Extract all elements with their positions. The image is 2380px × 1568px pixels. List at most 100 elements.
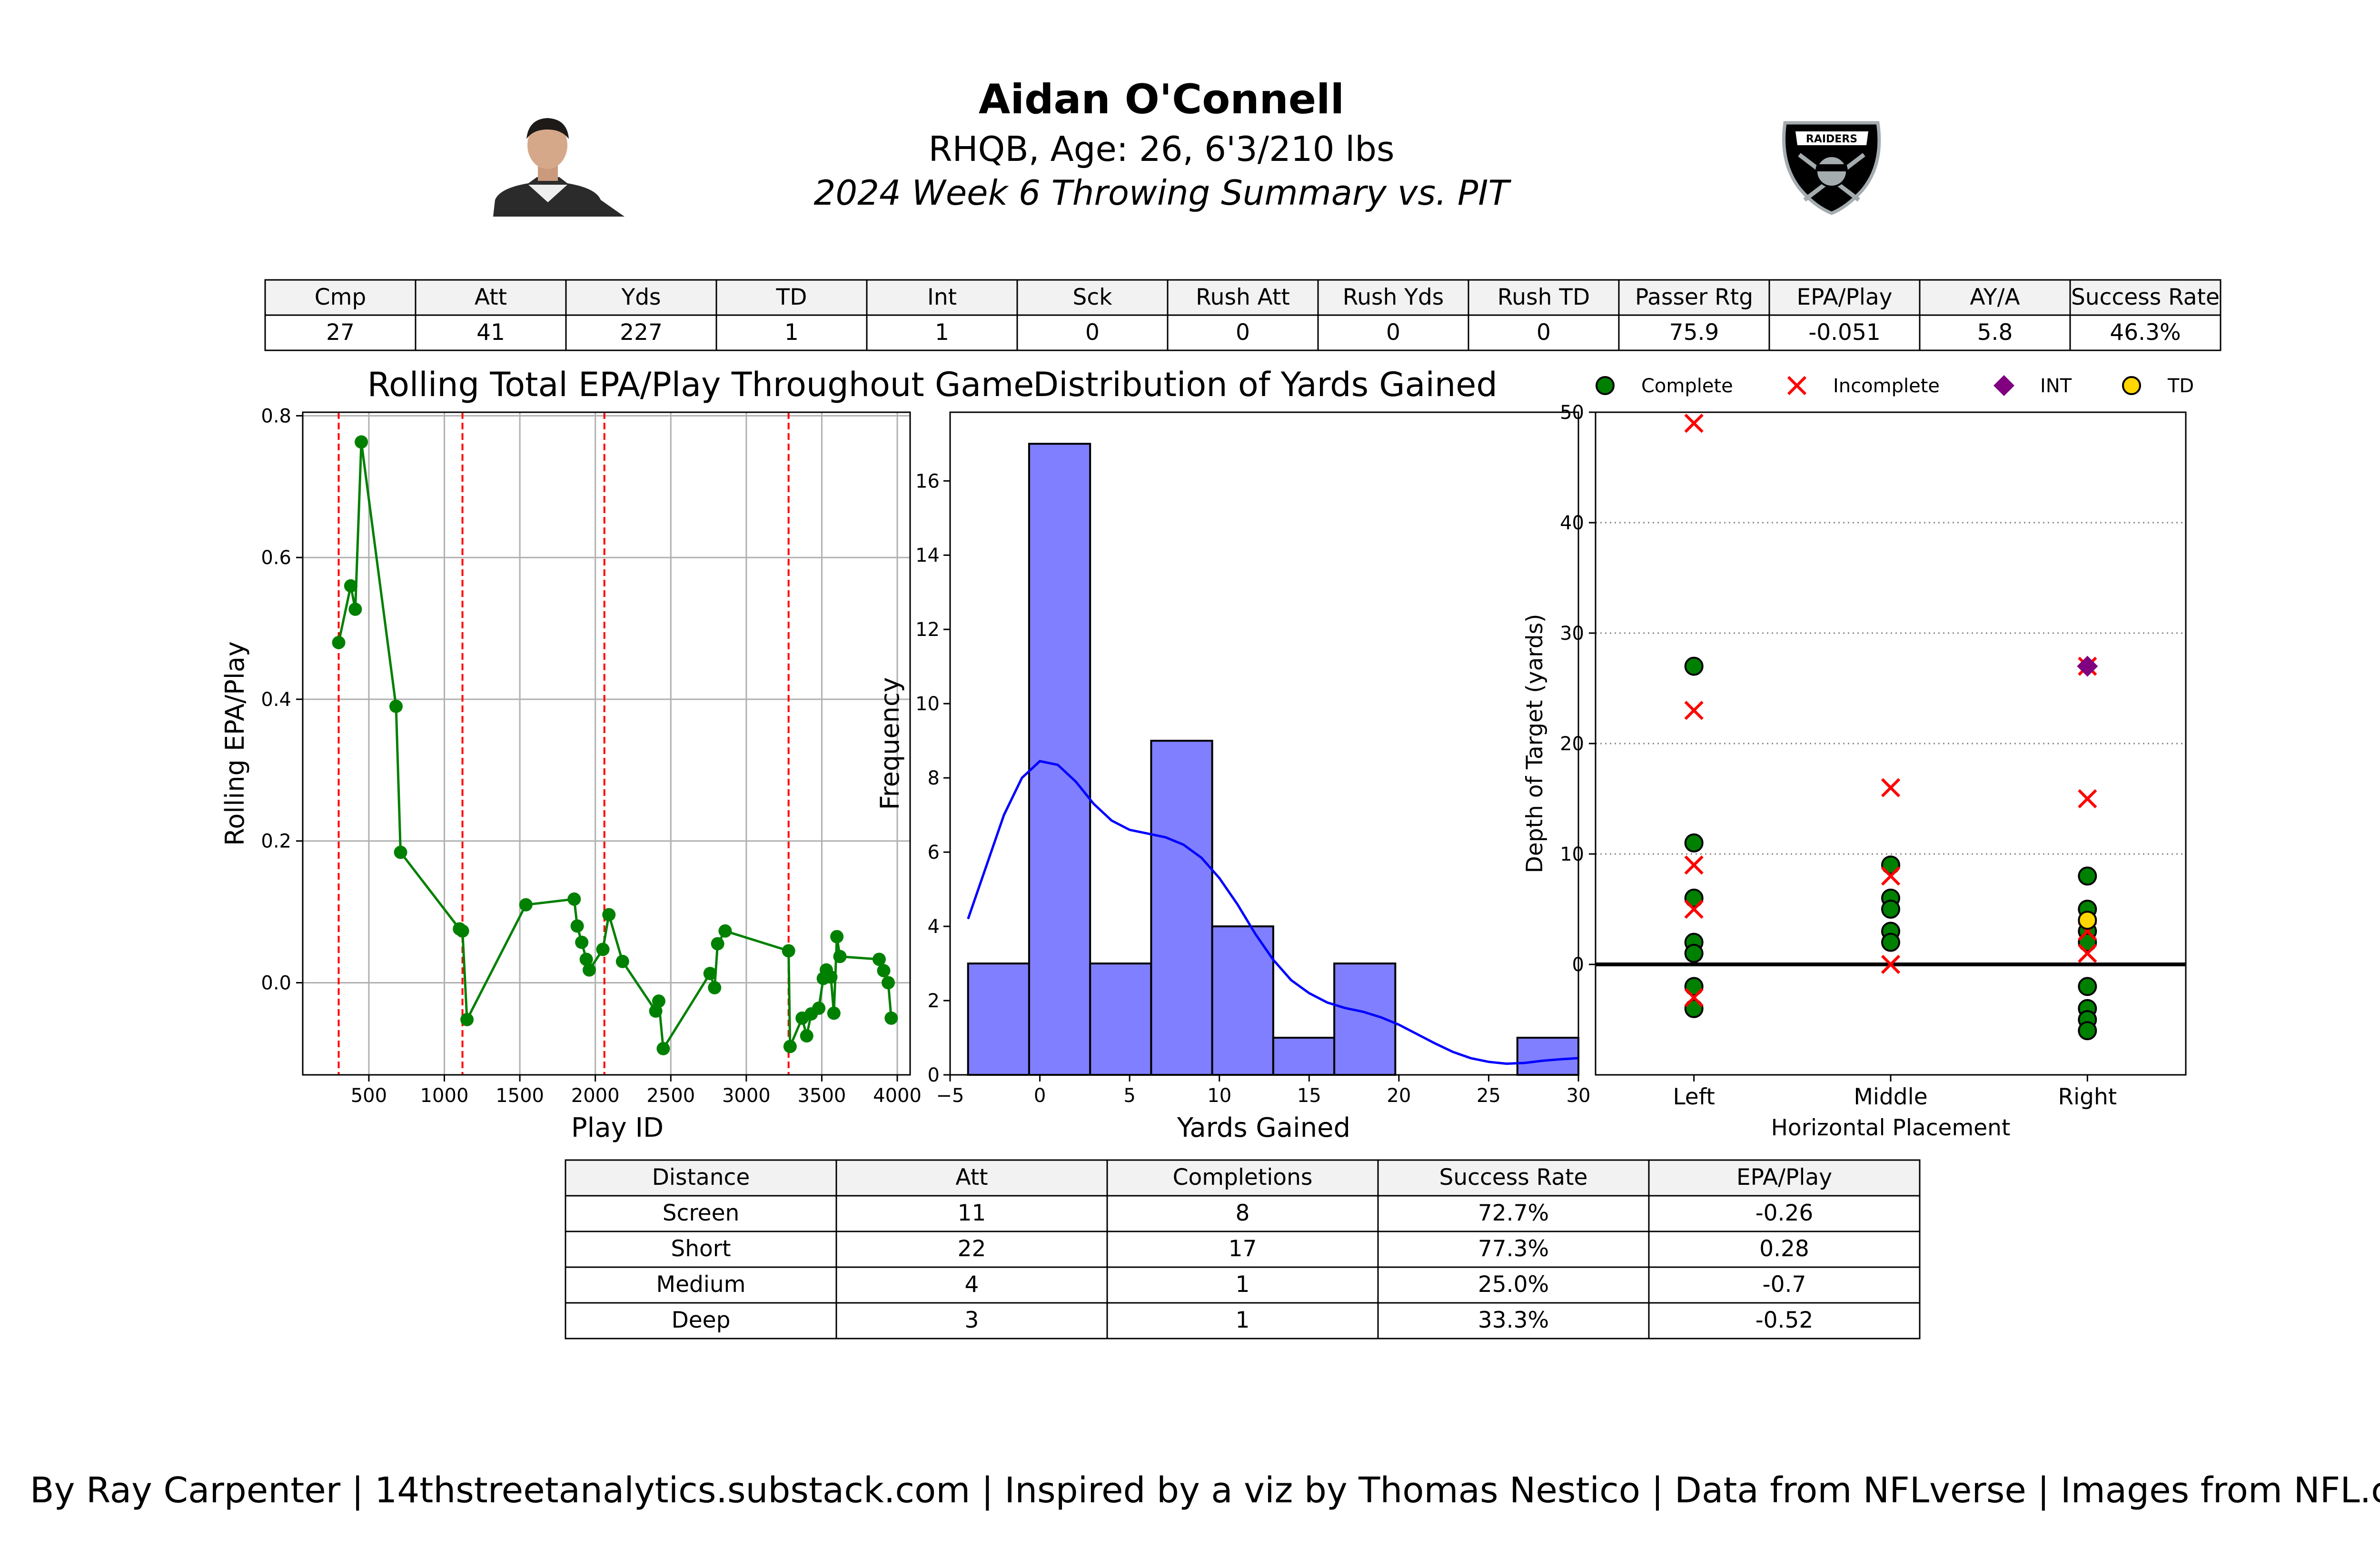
stats-header-label: AY/A bbox=[1970, 284, 2020, 310]
distance-cell-value: 4 bbox=[965, 1271, 979, 1298]
histogram-plot-frame bbox=[949, 411, 1579, 1076]
histogram-x-tick-label: 30 bbox=[1567, 1085, 1591, 1107]
legend-int-marker bbox=[1993, 375, 2014, 396]
distance-cell bbox=[565, 1195, 837, 1232]
stats-value: 1 bbox=[935, 319, 949, 346]
incomplete-pass-marker bbox=[1684, 701, 1704, 720]
histogram-bar bbox=[1089, 963, 1152, 1076]
player-name: Aidan O'Connell bbox=[979, 76, 1344, 123]
incomplete-pass-marker bbox=[1684, 899, 1704, 919]
distance-cell bbox=[1377, 1231, 1650, 1268]
epa-point bbox=[652, 994, 665, 1008]
epa-point bbox=[570, 919, 584, 933]
distance-cell-value: -0.52 bbox=[1755, 1307, 1814, 1333]
distance-cell-value: Screen bbox=[663, 1200, 740, 1226]
histogram-y-tick-label: 6 bbox=[928, 842, 940, 863]
histogram-bar bbox=[1211, 925, 1274, 1076]
scatter-ylabel: Depth of Target (yards) bbox=[1522, 614, 1548, 873]
epa-chart-title: Rolling Total EPA/Play Throughout Game bbox=[367, 365, 1034, 404]
complete-pass-marker bbox=[1881, 900, 1900, 919]
epa-x-tick-label: 2000 bbox=[571, 1085, 620, 1107]
histogram-bar bbox=[1516, 1037, 1580, 1076]
complete-pass-marker bbox=[1684, 833, 1704, 853]
histogram-x-tick-label: 25 bbox=[1477, 1085, 1501, 1107]
epa-x-tick-label: 2500 bbox=[646, 1085, 695, 1107]
distance-table: Distance Att Completions Success Rate EPA/Pl… bbox=[565, 1159, 1921, 1340]
distance-cell-value: 1 bbox=[1236, 1271, 1250, 1298]
distance-header-label: Att bbox=[955, 1164, 988, 1191]
histogram-title: Distribution of Yards Gained bbox=[1033, 365, 1497, 404]
distance-cell-value: 1 bbox=[1236, 1307, 1250, 1333]
distance-cell bbox=[565, 1302, 837, 1340]
epa-point bbox=[615, 954, 629, 968]
epa-y-tick-label: 0.2 bbox=[261, 831, 291, 853]
complete-pass-marker bbox=[1684, 888, 1704, 908]
stats-value-cell bbox=[1468, 314, 1620, 351]
epa-point bbox=[882, 976, 895, 990]
distance-cell bbox=[1648, 1231, 1921, 1268]
histogram-x-tick-label: −5 bbox=[936, 1085, 964, 1107]
stats-value: 0 bbox=[1537, 319, 1551, 346]
stats-header-cell bbox=[1468, 279, 1620, 316]
stats-value: 27 bbox=[326, 319, 355, 346]
epa-point bbox=[394, 845, 407, 859]
incomplete-pass-marker bbox=[1684, 414, 1704, 433]
histogram-bar bbox=[1028, 443, 1091, 1076]
incomplete-pass-marker bbox=[1684, 855, 1704, 875]
histogram-y-tick-label: 0 bbox=[928, 1064, 940, 1086]
incomplete-pass-marker bbox=[1881, 954, 1901, 974]
epa-point bbox=[575, 935, 589, 949]
epa-y-tick-label: 0.4 bbox=[261, 689, 291, 711]
epa-point bbox=[711, 937, 724, 951]
epa-point bbox=[344, 579, 357, 593]
legend-label: INT bbox=[2040, 375, 2072, 397]
legend-label: Incomplete bbox=[1833, 375, 1940, 397]
distance-cell bbox=[835, 1302, 1108, 1340]
stats-value: 75.9 bbox=[1669, 319, 1719, 346]
kde-curve bbox=[967, 760, 1579, 1065]
distance-cell-value: -0.26 bbox=[1755, 1200, 1814, 1226]
distance-cell bbox=[1648, 1195, 1921, 1232]
epa-point bbox=[332, 635, 346, 649]
epa-point bbox=[579, 953, 593, 966]
histogram-y-tick-label: 4 bbox=[928, 916, 940, 938]
distance-header-label: Completions bbox=[1173, 1164, 1313, 1191]
epa-point bbox=[602, 908, 616, 922]
histogram-ylabel: Frequency bbox=[875, 677, 905, 810]
distance-cell-value: 3 bbox=[965, 1307, 979, 1333]
rolling-epa-chart: 500 1000 1500 2000 2500 3000 3500 4000 0.0 0.2 0.4… bbox=[261, 405, 922, 1107]
complete-pass-marker bbox=[1684, 943, 1704, 963]
incomplete-pass-marker bbox=[1881, 866, 1901, 886]
histogram-x-tick-label: 20 bbox=[1387, 1085, 1411, 1107]
scatter-xlabel: Horizontal Placement bbox=[1771, 1115, 2011, 1141]
histogram-x-tick-label: 10 bbox=[1207, 1085, 1231, 1107]
distance-cell-value: Medium bbox=[656, 1271, 746, 1298]
distance-cell bbox=[1648, 1266, 1921, 1304]
distance-cell-value: Short bbox=[671, 1236, 731, 1262]
distance-header-label: EPA/Play bbox=[1736, 1164, 1832, 1191]
histogram-x-tick-label: 0 bbox=[1034, 1085, 1046, 1107]
epa-point bbox=[519, 898, 533, 912]
epa-y-tick-label: 0.0 bbox=[261, 972, 291, 994]
legend-complete-marker bbox=[1596, 376, 1615, 395]
complete-pass-marker bbox=[1881, 933, 1900, 952]
epa-point bbox=[833, 950, 847, 963]
epa-point bbox=[708, 981, 722, 994]
complete-pass-marker bbox=[2078, 1021, 2097, 1041]
footer-credit: By Ray Carpenter | 14thstreetanalytics.s… bbox=[30, 1470, 2380, 1511]
epa-point bbox=[456, 924, 469, 938]
histogram-xlabel: Yards Gained bbox=[1177, 1112, 1350, 1143]
stats-header-label: Rush TD bbox=[1497, 284, 1590, 310]
stats-value: 0 bbox=[1236, 319, 1250, 346]
epa-point bbox=[567, 892, 581, 906]
distance-cell bbox=[1377, 1195, 1650, 1232]
distance-cell-value: Deep bbox=[672, 1307, 731, 1333]
epa-point bbox=[783, 1040, 797, 1053]
distance-header-label: Distance bbox=[652, 1164, 750, 1191]
scatter-y-tick-label: 10 bbox=[1560, 844, 1584, 865]
distance-cell-value: 11 bbox=[958, 1200, 986, 1226]
epa-x-tick-label: 500 bbox=[351, 1085, 387, 1107]
complete-pass-marker bbox=[2078, 866, 2097, 886]
distance-cell-value: 0.28 bbox=[1759, 1236, 1809, 1262]
